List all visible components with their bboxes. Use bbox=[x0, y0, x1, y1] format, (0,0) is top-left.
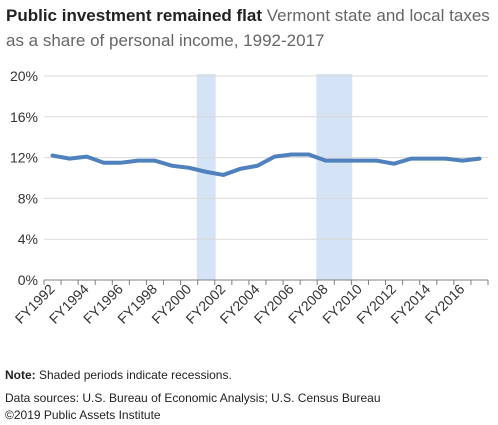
data-point bbox=[255, 164, 260, 168]
data-point bbox=[477, 157, 482, 161]
y-tick-label: 4% bbox=[18, 231, 38, 247]
chart-subtitle: Vermont state and local taxes as a share… bbox=[6, 6, 490, 50]
data-point bbox=[341, 159, 345, 163]
note-text: Shaded periods indicate recessions. bbox=[35, 368, 232, 382]
data-point bbox=[221, 173, 225, 177]
data-point bbox=[460, 159, 464, 163]
data-point bbox=[290, 152, 294, 157]
data-point bbox=[324, 159, 328, 163]
recession-band-1 bbox=[196, 74, 216, 280]
data-point bbox=[409, 157, 413, 161]
y-tick-label: 8% bbox=[18, 190, 38, 206]
copyright: ©2019 Public Assets Institute bbox=[5, 408, 161, 422]
data-point bbox=[50, 153, 55, 158]
data-point bbox=[375, 159, 379, 163]
y-tick-label: 20% bbox=[10, 68, 38, 84]
chart-title: Public investment remained flat bbox=[6, 6, 263, 25]
data-point bbox=[153, 159, 157, 163]
y-tick-label: 12% bbox=[10, 150, 38, 166]
data-point bbox=[358, 159, 362, 163]
recession-note: Note: Shaded periods indicate recessions… bbox=[5, 367, 381, 384]
data-point bbox=[204, 170, 208, 174]
data-point bbox=[170, 164, 174, 168]
data-point bbox=[238, 167, 242, 171]
data-point bbox=[187, 166, 191, 170]
note-label: Note: bbox=[5, 368, 36, 382]
y-tick-label: 16% bbox=[10, 109, 38, 125]
data-point bbox=[119, 161, 123, 165]
chart-notes: Note: Shaded periods indicate recessions… bbox=[5, 367, 381, 424]
data-point bbox=[443, 157, 447, 161]
y-tick-label: 0% bbox=[18, 272, 38, 288]
data-sources: Data sources: U.S. Bureau of Economic An… bbox=[5, 391, 381, 405]
data-point bbox=[68, 157, 72, 161]
data-point bbox=[102, 161, 106, 165]
series-line-1 bbox=[50, 152, 482, 177]
data-point bbox=[426, 157, 430, 161]
data-point bbox=[392, 162, 396, 166]
chart-title-block: Public investment remained flat Vermont … bbox=[6, 3, 494, 53]
data-point bbox=[307, 152, 311, 157]
recession-band-2 bbox=[316, 74, 353, 280]
data-point bbox=[136, 159, 140, 163]
data-point bbox=[85, 154, 89, 159]
data-point bbox=[272, 154, 277, 159]
